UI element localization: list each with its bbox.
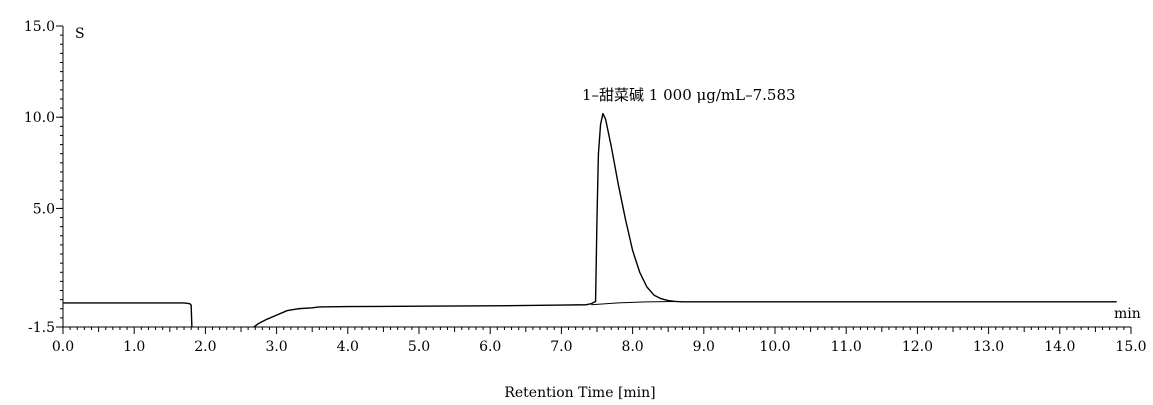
x-tick-label: 0.0	[52, 339, 74, 355]
x-unit-label: min	[1114, 306, 1141, 322]
x-tick-label: 9.0	[693, 339, 715, 355]
x-tick-label: 1.0	[123, 339, 145, 355]
peak-annotation: 1–甜菜碱 1 000 μg/mL–7.583	[582, 86, 796, 104]
y-ticks: 15.0 10.0 5.0 -1.5	[24, 19, 63, 336]
x-tick-label: 14.0	[1044, 339, 1075, 355]
x-tick-label: 10.0	[759, 339, 790, 355]
plot-area	[63, 112, 1117, 328]
y-unit-label: S	[75, 26, 85, 42]
y-tick-label: 10.0	[24, 110, 55, 126]
peak-baseline	[591, 300, 676, 306]
x-tick-label: 13.0	[973, 339, 1004, 355]
x-tick-label: 7.0	[550, 339, 572, 355]
x-tick-label: 3.0	[265, 339, 287, 355]
y-tick-label: 15.0	[24, 19, 55, 35]
x-tick-label: 8.0	[621, 339, 643, 355]
signal-trace	[63, 112, 1117, 328]
x-tick-label: 4.0	[337, 339, 359, 355]
x-tick-label: 11.0	[831, 339, 862, 355]
x-ticks: 0.0 1.0 2.0 3.0 4.0 5.0 6.0 7.0 8.0 9.0 10.0 11.0 12…	[52, 327, 1147, 355]
x-tick-label: 12.0	[902, 339, 933, 355]
y-tick-label: 5.0	[33, 201, 55, 217]
axes	[62, 26, 1131, 328]
x-tick-label: 2.0	[194, 339, 216, 355]
x-axis-title: Retention Time [min]	[504, 385, 655, 401]
y-tick-label: -1.5	[28, 320, 55, 336]
x-tick-label: 5.0	[408, 339, 430, 355]
x-tick-label: 15.0	[1115, 339, 1146, 355]
x-tick-label: 6.0	[479, 339, 501, 355]
